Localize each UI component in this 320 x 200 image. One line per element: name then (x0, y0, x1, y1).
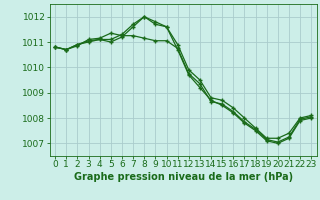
X-axis label: Graphe pression niveau de la mer (hPa): Graphe pression niveau de la mer (hPa) (74, 172, 293, 182)
